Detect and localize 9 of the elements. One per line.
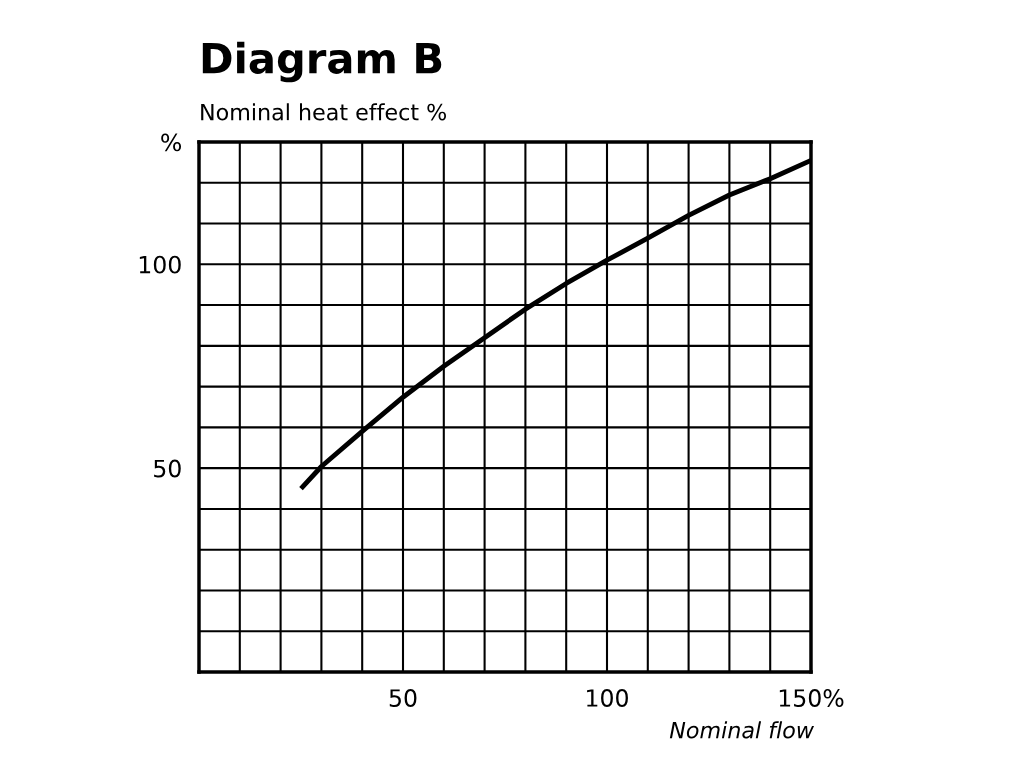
y-tick-label: % xyxy=(161,133,182,152)
y-tick-label: 50 xyxy=(154,459,181,478)
x-tick-label: 50 xyxy=(389,689,417,707)
y-axis-title: Nominal heat effect % xyxy=(201,103,446,121)
x-tick-label: 150% xyxy=(779,689,844,707)
x-tick-label: 100 xyxy=(587,689,628,707)
x-axis-title: Nominal flow xyxy=(669,721,815,739)
y-tick-label: 100 xyxy=(139,255,181,274)
chart-title: Diagram B xyxy=(202,41,442,83)
